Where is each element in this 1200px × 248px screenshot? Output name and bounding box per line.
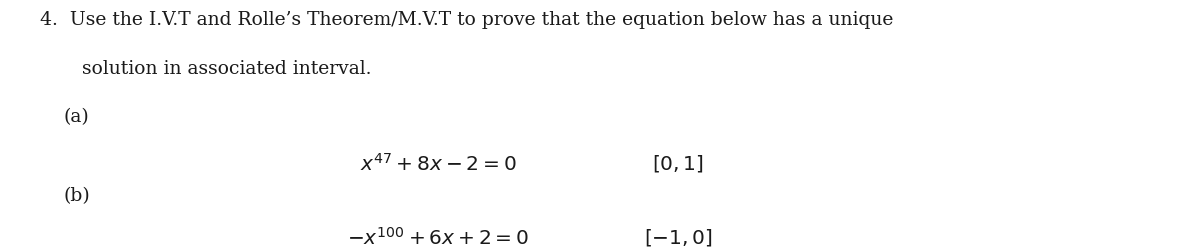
Text: $[0, 1]$: $[0, 1]$ [652, 153, 704, 174]
Text: $[-1, 0]$: $[-1, 0]$ [643, 227, 713, 248]
Text: $-x^{100} + 6x + 2 = 0$: $-x^{100} + 6x + 2 = 0$ [347, 227, 529, 248]
Text: $x^{47} + 8x - 2 = 0$: $x^{47} + 8x - 2 = 0$ [360, 153, 516, 174]
Text: 4.  Use the I.V.T and Rolle’s Theorem/M.V.T to prove that the equation below has: 4. Use the I.V.T and Rolle’s Theorem/M.V… [40, 11, 893, 29]
Text: solution in associated interval.: solution in associated interval. [82, 60, 371, 78]
Text: (a): (a) [64, 108, 89, 126]
Text: (b): (b) [64, 187, 90, 205]
